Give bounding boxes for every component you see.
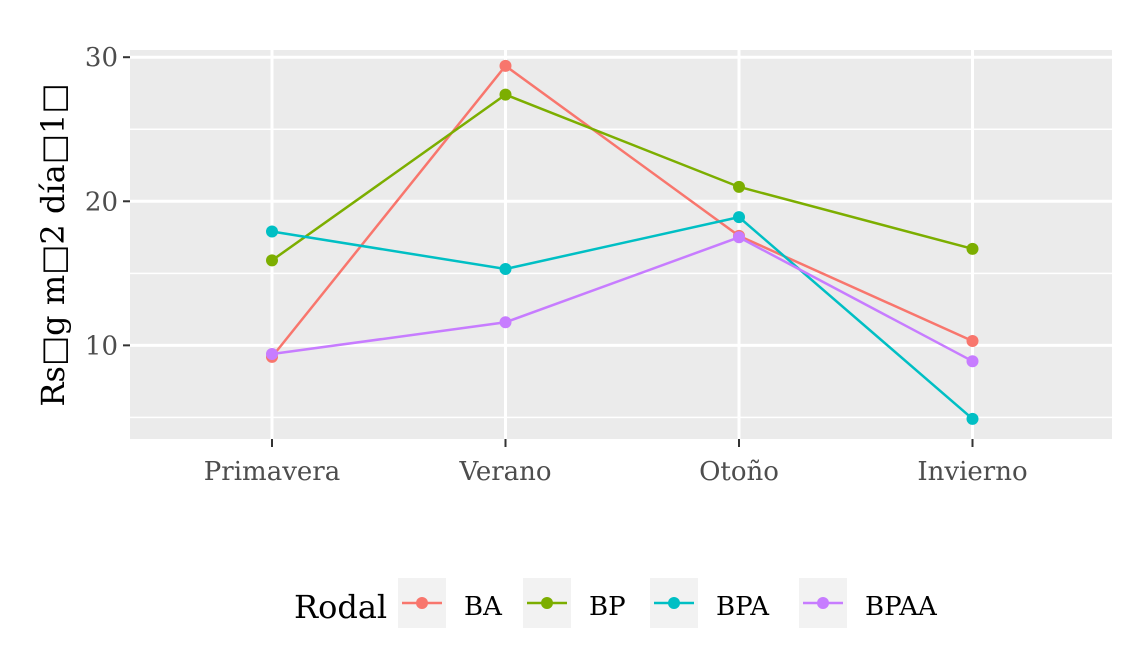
x-tick-label: Invierno	[917, 457, 1027, 487]
data-point-bpa	[966, 412, 979, 425]
x-axis: Primavera Verano Otoño Invierno	[204, 439, 1028, 487]
series-line-ba	[271, 64, 974, 358]
data-point-bp	[966, 242, 979, 255]
series-layer	[266, 59, 979, 425]
y-axis-title: Rs□g m□2 día□1□	[34, 83, 72, 406]
data-point-bpaa	[966, 355, 979, 368]
legend-key-point	[541, 597, 553, 609]
data-point-bpaa	[266, 347, 278, 360]
legend-label-bpa: BPA	[716, 592, 770, 622]
legend-key-point	[668, 597, 680, 609]
x-tick-label: Otoño	[699, 457, 779, 487]
legend-label-bp: BP	[589, 592, 626, 622]
series-line-bp	[271, 93, 973, 262]
legend-key-point	[817, 597, 829, 609]
y-tick-label: 30	[85, 43, 118, 73]
data-point-ba	[499, 59, 512, 72]
data-point-bpaa	[499, 316, 512, 329]
data-point-bp	[266, 254, 278, 267]
x-tick-label: Verano	[458, 457, 551, 487]
legend-label-bpaa: BPAA	[865, 592, 938, 622]
legend: Rodal BA BP BPA BPAA	[294, 578, 938, 628]
data-point-bpa	[266, 225, 278, 238]
legend-key-point	[416, 597, 428, 609]
data-point-bpa	[733, 211, 745, 224]
data-point-bp	[733, 180, 745, 193]
y-tick-label: 10	[85, 331, 118, 361]
data-point-bpaa	[733, 231, 745, 244]
minor-gridlines	[130, 128, 1112, 419]
y-tick-label: 20	[85, 187, 118, 217]
series-line-bpa	[271, 215, 974, 420]
x-tick-label: Primavera	[204, 457, 340, 487]
legend-label-ba: BA	[464, 592, 503, 622]
data-point-bpa	[499, 262, 512, 275]
legend-title: Rodal	[294, 588, 387, 626]
series-line-bpaa	[271, 235, 974, 363]
y-axis: 10 20 30	[85, 43, 130, 361]
data-point-bp	[499, 88, 512, 101]
data-point-ba	[966, 335, 979, 348]
